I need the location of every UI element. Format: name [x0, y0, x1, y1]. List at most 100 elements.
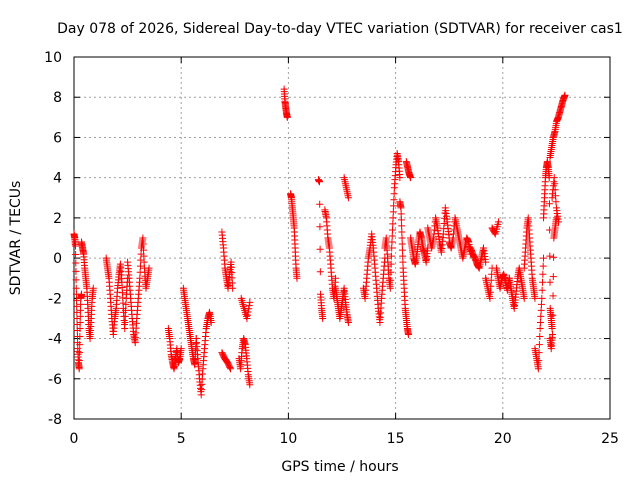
data-point — [390, 190, 398, 198]
data-point — [244, 308, 252, 316]
y-tick-label: 8 — [53, 90, 62, 106]
data-point — [140, 252, 148, 260]
data-point — [536, 333, 544, 341]
data-point — [487, 276, 495, 284]
data-point — [397, 216, 405, 224]
data-point — [388, 244, 396, 252]
data-point — [555, 218, 563, 226]
data-point — [76, 341, 84, 349]
data-point — [316, 268, 324, 276]
data-point — [389, 208, 397, 216]
data-point — [75, 365, 83, 373]
data-point — [243, 314, 251, 322]
data-point — [389, 226, 397, 234]
y-tick-label: -6 — [48, 372, 62, 388]
data-point — [244, 311, 252, 319]
data-point — [389, 220, 397, 228]
data-points — [70, 85, 569, 399]
data-point — [535, 341, 543, 349]
data-point — [487, 282, 495, 290]
data-point — [72, 242, 80, 250]
data-point — [229, 284, 237, 292]
data-point — [72, 284, 80, 292]
data-point — [398, 234, 406, 242]
data-point — [546, 252, 554, 260]
data-point — [122, 306, 130, 314]
data-point — [387, 276, 395, 284]
x-tick-label: 20 — [494, 431, 512, 447]
y-tick-label: 2 — [53, 211, 62, 227]
data-point — [531, 294, 539, 302]
data-point — [495, 218, 503, 226]
data-point — [389, 214, 397, 222]
chart-title: Day 078 of 2026, Sidereal Day-to-day VTE… — [57, 21, 623, 37]
data-point — [534, 365, 542, 373]
data-point — [491, 229, 499, 237]
y-tick-label: 10 — [44, 50, 62, 66]
data-point — [397, 210, 405, 218]
data-point — [398, 228, 406, 236]
y-tick-label: 0 — [53, 251, 62, 267]
data-point — [561, 91, 569, 99]
data-point — [536, 318, 544, 326]
grid — [74, 57, 610, 419]
y-tick-label: -4 — [48, 332, 62, 348]
data-point — [226, 364, 234, 372]
data-point — [76, 312, 84, 320]
data-point — [121, 312, 129, 320]
x-tick-label: 10 — [279, 431, 297, 447]
data-point — [145, 264, 153, 272]
data-point — [552, 198, 560, 206]
data-point — [76, 333, 84, 341]
data-point — [227, 365, 235, 373]
data-point — [550, 174, 558, 182]
data-point — [540, 254, 548, 262]
data-point — [387, 268, 395, 276]
data-point — [520, 294, 528, 302]
data-point — [72, 250, 80, 258]
data-point — [548, 325, 556, 332]
data-point — [319, 314, 327, 322]
data-point — [283, 113, 291, 121]
data-point — [551, 186, 559, 194]
data-point — [399, 252, 407, 260]
data-point — [136, 262, 144, 270]
data-point — [536, 325, 544, 332]
data-point — [316, 200, 324, 208]
data-point — [78, 290, 86, 298]
data-point — [316, 245, 324, 253]
data-point — [121, 325, 129, 332]
data-point — [537, 306, 545, 314]
data-point — [246, 381, 254, 389]
data-point — [535, 357, 543, 365]
data-point — [245, 305, 253, 313]
data-point — [139, 234, 147, 242]
data-point — [387, 260, 395, 268]
data-point — [140, 246, 148, 254]
data-point — [344, 318, 352, 326]
data-point — [386, 284, 394, 292]
data-point — [552, 192, 560, 200]
data-point — [551, 180, 559, 188]
data-point — [539, 262, 547, 270]
data-point — [407, 174, 415, 182]
data-point — [535, 349, 543, 357]
data-point — [246, 298, 254, 306]
y-tick-label: -8 — [48, 412, 62, 428]
data-point — [482, 258, 490, 266]
data-point — [546, 278, 554, 286]
data-point — [537, 300, 545, 308]
x-tick-label: 25 — [601, 431, 619, 447]
data-point — [538, 294, 546, 302]
data-point — [387, 252, 395, 260]
data-point — [316, 223, 324, 231]
data-point — [344, 194, 352, 202]
y-axis-title: SDTVAR / TECUs — [8, 181, 24, 296]
data-point — [549, 331, 557, 339]
y-tick-label: 4 — [53, 171, 62, 187]
data-point — [399, 258, 407, 266]
data-point — [72, 276, 80, 284]
data-point — [388, 238, 396, 246]
